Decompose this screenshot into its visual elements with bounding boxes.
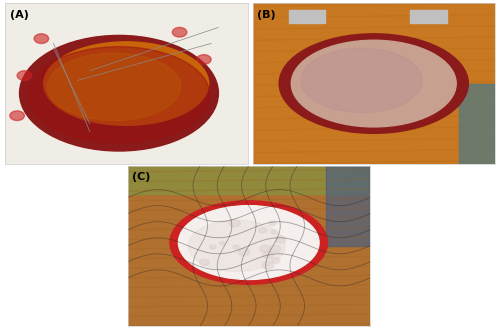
Circle shape: [10, 111, 24, 120]
Circle shape: [260, 245, 270, 253]
Bar: [128, 166, 370, 194]
Ellipse shape: [188, 220, 285, 271]
Circle shape: [17, 71, 32, 80]
Circle shape: [238, 248, 250, 256]
Circle shape: [269, 221, 276, 226]
Bar: [289, 10, 325, 23]
Circle shape: [272, 258, 280, 263]
Ellipse shape: [292, 40, 456, 127]
Ellipse shape: [301, 48, 422, 113]
Circle shape: [34, 34, 48, 43]
Bar: [410, 10, 447, 23]
Circle shape: [276, 236, 285, 243]
Text: (B): (B): [258, 10, 276, 20]
Circle shape: [210, 245, 216, 249]
Circle shape: [200, 259, 209, 266]
Text: (A): (A): [10, 10, 29, 20]
Ellipse shape: [279, 34, 468, 133]
Ellipse shape: [44, 42, 208, 125]
Circle shape: [258, 227, 266, 233]
Ellipse shape: [20, 35, 218, 151]
Ellipse shape: [170, 201, 328, 284]
Ellipse shape: [178, 206, 319, 279]
Circle shape: [262, 261, 274, 269]
Circle shape: [233, 245, 239, 249]
Circle shape: [196, 55, 211, 64]
Bar: [326, 166, 370, 246]
Circle shape: [271, 230, 277, 234]
Circle shape: [220, 241, 225, 245]
Ellipse shape: [48, 53, 181, 120]
Ellipse shape: [28, 47, 210, 143]
Text: (C): (C): [132, 172, 150, 182]
Circle shape: [172, 27, 187, 37]
Circle shape: [262, 251, 274, 259]
Circle shape: [270, 245, 281, 252]
Circle shape: [229, 219, 240, 227]
Bar: [458, 83, 495, 164]
